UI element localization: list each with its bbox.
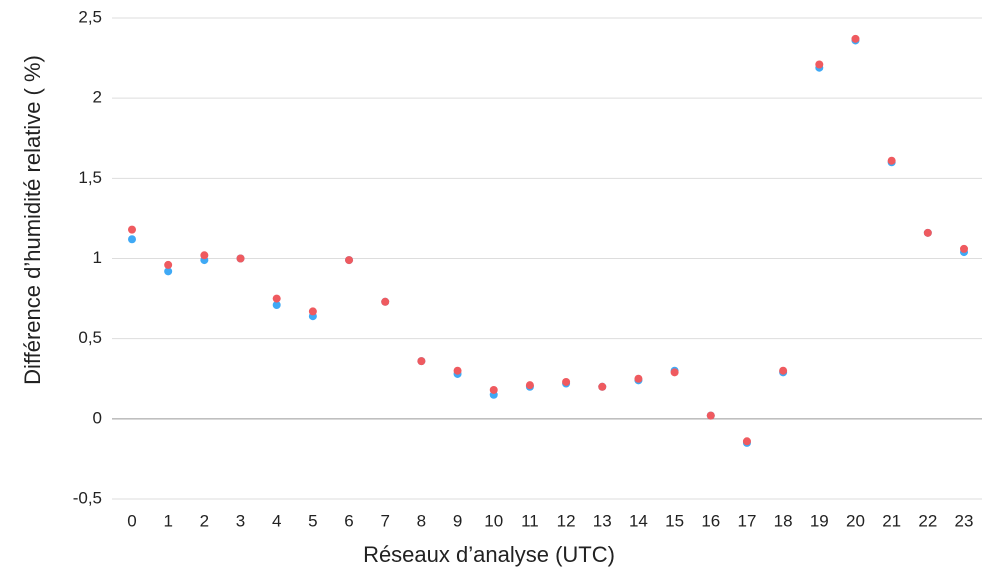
x-tick-label: 2 — [200, 511, 209, 530]
x-tick-label: 10 — [484, 511, 503, 530]
x-tick-label: 19 — [810, 511, 829, 530]
data-point — [742, 437, 751, 446]
x-tick-label: 16 — [701, 511, 720, 530]
data-point — [236, 254, 245, 263]
data-point — [815, 60, 824, 69]
x-tick-label: 23 — [955, 511, 974, 530]
x-tick-label: 9 — [453, 511, 462, 530]
x-tick-label: 7 — [380, 511, 389, 530]
data-point — [453, 366, 462, 375]
y-tick-label: 1 — [93, 248, 102, 267]
data-point — [128, 225, 136, 234]
y-tick-label: 0,5 — [78, 328, 102, 347]
data-point — [345, 256, 354, 265]
x-tick-label: 11 — [521, 511, 539, 530]
data-point — [381, 297, 390, 306]
data-point — [779, 366, 788, 375]
data-point — [887, 156, 896, 165]
y-tick-label: 0 — [93, 408, 102, 427]
x-tick-label: 17 — [737, 511, 756, 530]
data-point — [634, 374, 643, 383]
data-point — [128, 235, 136, 244]
y-tick-label: 2 — [93, 88, 102, 107]
y-axis-title: Différence d’humidité relative ( %) — [20, 55, 45, 385]
x-tick-label: 1 — [163, 511, 172, 530]
x-tick-label: 21 — [882, 511, 901, 530]
data-point — [164, 260, 173, 269]
x-tick-label: 8 — [417, 511, 426, 530]
x-tick-label: 0 — [127, 511, 136, 530]
data-point — [706, 411, 715, 420]
data-point — [272, 294, 281, 303]
data-point — [562, 377, 571, 386]
x-tick-label: 13 — [593, 511, 612, 530]
x-tick-label: 4 — [272, 511, 281, 530]
data-point — [960, 244, 968, 253]
x-tick-label: 22 — [918, 511, 937, 530]
x-tick-label: 3 — [236, 511, 245, 530]
x-tick-label: 18 — [774, 511, 793, 530]
data-point — [598, 382, 607, 391]
data-point — [200, 251, 209, 260]
y-tick-label: 2,5 — [78, 7, 102, 26]
data-point — [923, 228, 932, 237]
x-tick-label: 15 — [665, 511, 684, 530]
data-point — [417, 357, 426, 366]
x-tick-label: 12 — [557, 511, 576, 530]
data-point — [489, 385, 498, 394]
x-axis-title: Réseaux d’analyse (UTC) — [363, 542, 615, 567]
x-tick-label: 14 — [629, 511, 648, 530]
x-tick-label: 5 — [308, 511, 317, 530]
data-point — [525, 381, 534, 390]
data-point — [851, 34, 860, 43]
x-tick-label: 6 — [344, 511, 353, 530]
data-point — [670, 368, 679, 377]
x-tick-label: 20 — [846, 511, 865, 530]
y-tick-label: -0,5 — [73, 488, 102, 507]
y-tick-label: 1,5 — [78, 168, 102, 187]
data-point — [272, 300, 281, 309]
data-point — [308, 307, 317, 316]
data-point — [164, 267, 173, 276]
